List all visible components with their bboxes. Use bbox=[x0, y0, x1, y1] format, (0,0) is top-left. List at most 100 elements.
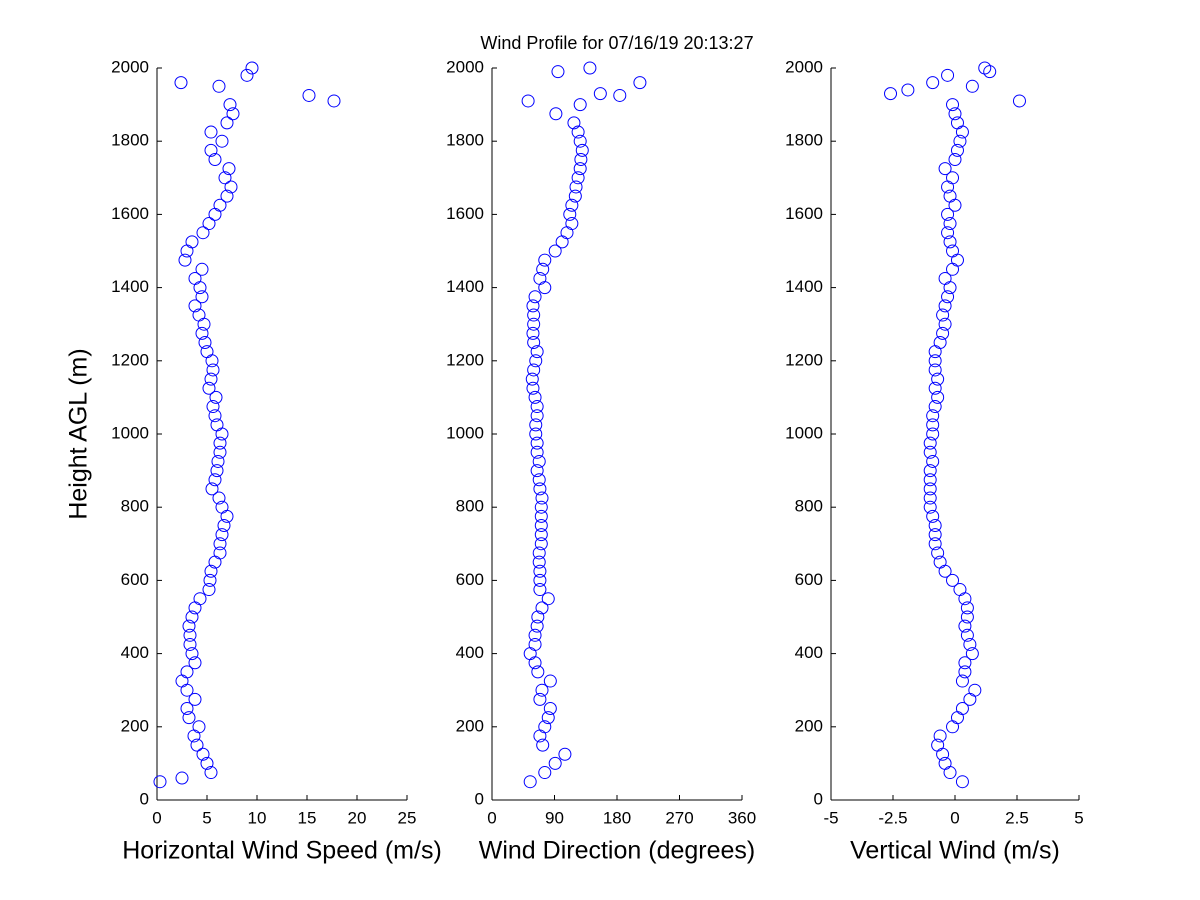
point bbox=[1012, 94, 1026, 108]
point bbox=[933, 729, 947, 743]
point bbox=[569, 180, 583, 194]
x-tick-label: -2.5 bbox=[878, 808, 907, 827]
point bbox=[943, 235, 957, 249]
point bbox=[327, 94, 341, 108]
point bbox=[213, 445, 227, 459]
x-tick-label: 90 bbox=[545, 808, 564, 827]
point bbox=[527, 317, 541, 331]
chart-title: Wind Profile for 07/16/19 20:13:27 bbox=[480, 33, 753, 53]
point bbox=[528, 628, 542, 642]
point bbox=[928, 537, 942, 551]
point bbox=[180, 665, 194, 679]
point bbox=[968, 683, 982, 697]
point bbox=[200, 756, 214, 770]
y-tick-label: 1400 bbox=[111, 277, 149, 296]
point bbox=[933, 336, 947, 349]
point bbox=[195, 262, 209, 276]
point bbox=[543, 702, 557, 715]
point bbox=[527, 336, 541, 349]
point bbox=[633, 76, 647, 90]
point bbox=[204, 372, 218, 386]
y-tick-label: 1800 bbox=[446, 131, 484, 150]
point bbox=[188, 271, 202, 285]
y-tick-label: 200 bbox=[456, 716, 484, 735]
y-tick-label: 1000 bbox=[111, 423, 149, 442]
x-tick-label: 270 bbox=[665, 808, 693, 827]
point bbox=[302, 88, 316, 102]
point bbox=[211, 454, 225, 468]
point bbox=[204, 564, 218, 578]
point bbox=[941, 207, 955, 221]
panel: 0 200 400 600 800 1000 1200 1400 1600 1800 2000 0 5 1… bbox=[111, 57, 416, 827]
point bbox=[178, 253, 192, 267]
point bbox=[955, 674, 969, 688]
y-tick-label: 2000 bbox=[111, 57, 149, 76]
point bbox=[923, 445, 937, 459]
point bbox=[195, 326, 209, 340]
panel: 0 200 400 600 800 1000 1200 1400 1600 1800 2000 -5 -… bbox=[785, 57, 1084, 827]
point bbox=[180, 702, 194, 715]
point bbox=[532, 473, 546, 487]
point bbox=[923, 491, 937, 505]
point bbox=[208, 473, 222, 487]
point bbox=[533, 573, 547, 587]
y-tick-label: 600 bbox=[795, 570, 823, 589]
point bbox=[541, 592, 555, 606]
point bbox=[946, 171, 960, 185]
point bbox=[182, 711, 196, 725]
x-axis-label: Horizontal Wind Speed (m/s) bbox=[122, 837, 442, 865]
point bbox=[531, 610, 545, 624]
point bbox=[928, 400, 942, 414]
point bbox=[573, 162, 587, 176]
point bbox=[960, 610, 974, 624]
point bbox=[943, 217, 957, 231]
y-tick-label: 600 bbox=[456, 570, 484, 589]
point bbox=[217, 519, 231, 532]
point bbox=[530, 409, 544, 423]
point bbox=[928, 519, 942, 532]
point bbox=[212, 491, 226, 505]
point bbox=[527, 363, 541, 377]
point bbox=[965, 79, 979, 93]
point bbox=[941, 290, 955, 304]
point bbox=[526, 299, 540, 313]
point bbox=[563, 207, 577, 221]
x-axis-label: Vertical Wind (m/s) bbox=[850, 837, 1060, 865]
point bbox=[568, 189, 582, 203]
point bbox=[203, 573, 217, 587]
point bbox=[574, 153, 588, 166]
point bbox=[583, 61, 597, 75]
point bbox=[192, 308, 206, 322]
point bbox=[183, 628, 197, 642]
point bbox=[931, 372, 945, 386]
x-tick-label: 0 bbox=[152, 808, 161, 827]
point bbox=[573, 98, 587, 112]
point bbox=[188, 656, 202, 670]
point bbox=[527, 308, 541, 322]
point bbox=[530, 436, 544, 450]
point bbox=[565, 198, 579, 212]
point bbox=[573, 134, 587, 148]
point bbox=[946, 98, 960, 112]
point bbox=[558, 747, 572, 761]
point bbox=[955, 775, 969, 789]
point bbox=[543, 674, 557, 688]
point bbox=[529, 427, 543, 441]
point bbox=[936, 308, 950, 322]
x-tick-label: 10 bbox=[248, 808, 267, 827]
y-tick-label: 1000 bbox=[446, 423, 484, 442]
point bbox=[948, 107, 962, 121]
point bbox=[593, 87, 607, 101]
point bbox=[538, 766, 552, 780]
point bbox=[926, 454, 940, 468]
point bbox=[529, 418, 543, 432]
point bbox=[193, 592, 207, 606]
point bbox=[931, 738, 945, 752]
point bbox=[571, 171, 585, 185]
point bbox=[926, 509, 940, 523]
point bbox=[215, 528, 229, 542]
point bbox=[963, 637, 977, 651]
point bbox=[941, 68, 955, 82]
y-tick-label: 1200 bbox=[785, 350, 823, 369]
